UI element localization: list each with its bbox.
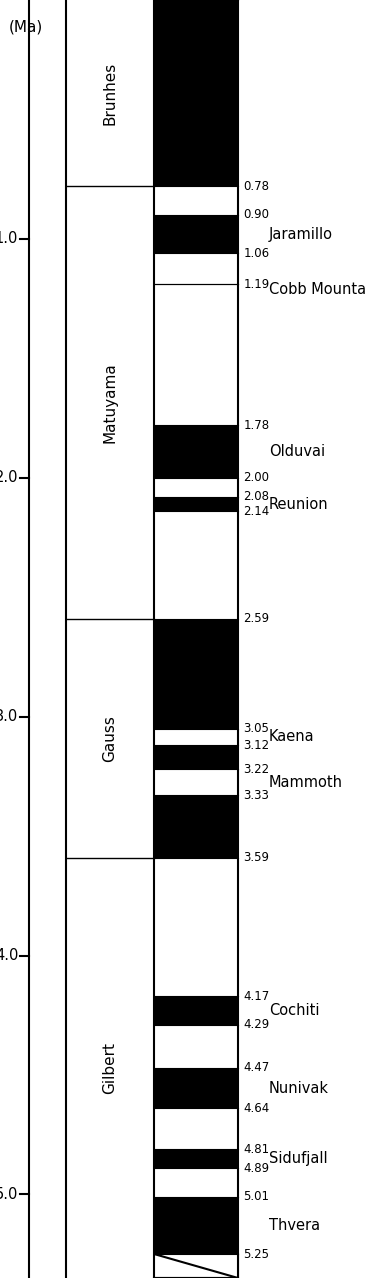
Bar: [154, 187, 238, 215]
Bar: [154, 0, 238, 1278]
Text: 2.0: 2.0: [0, 470, 18, 486]
Text: Jaramillo: Jaramillo: [269, 226, 333, 242]
Polygon shape: [154, 1254, 238, 1278]
Text: Cochiti: Cochiti: [269, 1003, 320, 1019]
Text: Reunion: Reunion: [269, 497, 329, 511]
Text: 1.19: 1.19: [243, 277, 270, 291]
Text: 3.12: 3.12: [243, 739, 269, 751]
Text: Matuyama: Matuyama: [102, 362, 117, 443]
Bar: [154, 1068, 238, 1108]
Text: Gilbert: Gilbert: [102, 1042, 117, 1094]
Bar: [154, 0, 238, 187]
Bar: [154, 1254, 238, 1278]
Bar: [154, 1025, 238, 1068]
Bar: [154, 858, 238, 996]
Text: Nunivak: Nunivak: [269, 1081, 329, 1095]
Text: Sidufjall: Sidufjall: [269, 1151, 328, 1166]
Bar: [154, 478, 238, 497]
Text: 5.25: 5.25: [243, 1247, 269, 1260]
Text: Brunhes: Brunhes: [102, 61, 117, 125]
Text: 5.01: 5.01: [243, 1190, 269, 1204]
Text: 3.22: 3.22: [243, 763, 269, 776]
Text: 4.47: 4.47: [243, 1061, 270, 1075]
Bar: [154, 1196, 238, 1254]
Text: 1.78: 1.78: [243, 419, 269, 432]
Text: 2.08: 2.08: [243, 491, 269, 504]
Bar: [154, 1168, 238, 1196]
Bar: [154, 1149, 238, 1168]
Text: Thvera: Thvera: [269, 1218, 320, 1233]
Bar: [154, 795, 238, 858]
Text: Mammoth: Mammoth: [269, 774, 343, 790]
Text: 4.64: 4.64: [243, 1102, 270, 1114]
Text: 0.78: 0.78: [243, 180, 269, 193]
Text: (Ma): (Ma): [8, 19, 43, 35]
Text: 3.59: 3.59: [243, 851, 269, 864]
Text: 4.0: 4.0: [0, 948, 18, 964]
Bar: [154, 511, 238, 619]
Text: 1.06: 1.06: [243, 247, 269, 259]
Bar: [154, 497, 238, 511]
Bar: [154, 769, 238, 795]
Text: 4.81: 4.81: [243, 1143, 269, 1155]
Bar: [154, 1108, 238, 1149]
Text: 1.0: 1.0: [0, 231, 18, 247]
Text: 4.17: 4.17: [243, 989, 270, 1003]
Text: 2.00: 2.00: [243, 472, 269, 484]
Text: Cobb Mountain: Cobb Mountain: [269, 281, 366, 296]
Text: 5.0: 5.0: [0, 1187, 18, 1201]
Text: 4.29: 4.29: [243, 1019, 270, 1031]
Bar: [154, 619, 238, 728]
Bar: [154, 996, 238, 1025]
Bar: [154, 426, 238, 478]
Text: 2.59: 2.59: [243, 612, 269, 625]
Bar: [154, 215, 238, 253]
Text: 0.90: 0.90: [243, 208, 269, 221]
Text: 3.05: 3.05: [243, 722, 269, 735]
Bar: [154, 745, 238, 769]
Text: 3.33: 3.33: [243, 789, 269, 803]
Text: 2.14: 2.14: [243, 505, 270, 518]
Text: Olduvai: Olduvai: [269, 443, 325, 459]
Bar: [154, 253, 238, 426]
Text: Kaena: Kaena: [269, 730, 315, 745]
Text: 4.89: 4.89: [243, 1162, 269, 1174]
Text: Gauss: Gauss: [102, 714, 117, 762]
Bar: [154, 728, 238, 745]
Text: 3.0: 3.0: [0, 709, 18, 725]
